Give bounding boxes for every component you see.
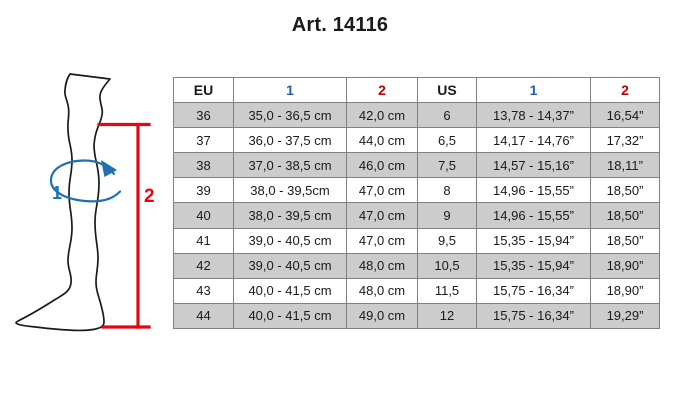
svg-text:2: 2 [144,186,155,207]
svg-text:1: 1 [52,183,62,203]
